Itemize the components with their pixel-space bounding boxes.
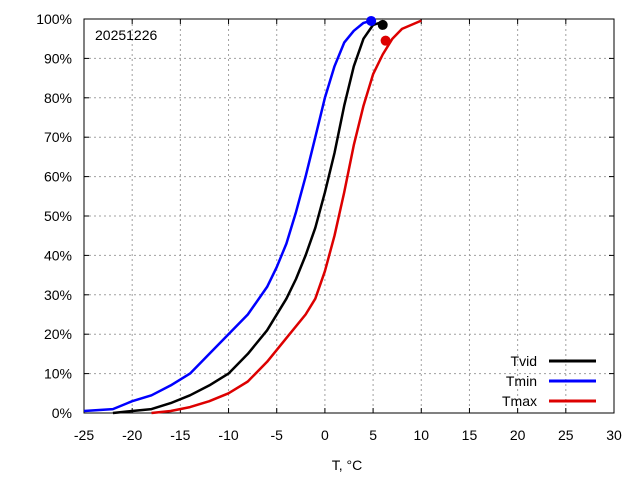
x-tick-label: 0 [321,427,329,443]
x-tick-label: 25 [558,427,574,443]
x-tick-label: 10 [413,427,429,443]
y-tick-label: 50% [44,208,72,224]
x-tick-label: 5 [369,427,377,443]
series-line-tmax [151,19,422,415]
x-tick-label: -15 [170,427,190,443]
x-tick-label: -20 [122,427,142,443]
x-tick-label: -25 [74,427,94,443]
x-tick-label: 15 [462,427,478,443]
y-tick-label: 70% [44,129,72,145]
grid [84,19,614,413]
axis-ticks: -25 -20 -15 -10 -5 0 5 10 15 20 25 30 0% 10% 20% 30% 40%… [36,11,622,443]
y-tick-label: 30% [44,287,72,303]
x-tick-label: 20 [510,427,526,443]
y-tick-label: 90% [44,50,72,66]
series-line-tvid [112,20,384,415]
series-lines [83,15,422,415]
y-tick-label: 40% [44,247,72,263]
legend: Tvid Tmin Tmax [502,353,596,409]
legend-label-tvid: Tvid [511,353,537,369]
y-tick-label: 20% [44,326,72,342]
legend-label-tmax: Tmax [502,393,537,409]
y-tick-label: 100% [36,11,72,27]
chart-annotation: 20251226 [95,27,158,43]
x-tick-label: -5 [271,427,284,443]
x-tick-label: 30 [606,427,622,443]
y-tick-label: 60% [44,169,72,185]
legend-label-tmin: Tmin [506,373,537,389]
x-axis-label: T, °C [332,457,363,473]
series-marker-tmax [380,35,391,46]
x-tick-label: -10 [218,427,238,443]
series-line-tmin [83,18,374,413]
series-marker-tvid [377,19,388,30]
y-tick-label: 80% [44,90,72,106]
series-marker-tmin [366,15,377,26]
y-tick-label: 0% [52,405,72,421]
y-tick-label: 10% [44,366,72,382]
